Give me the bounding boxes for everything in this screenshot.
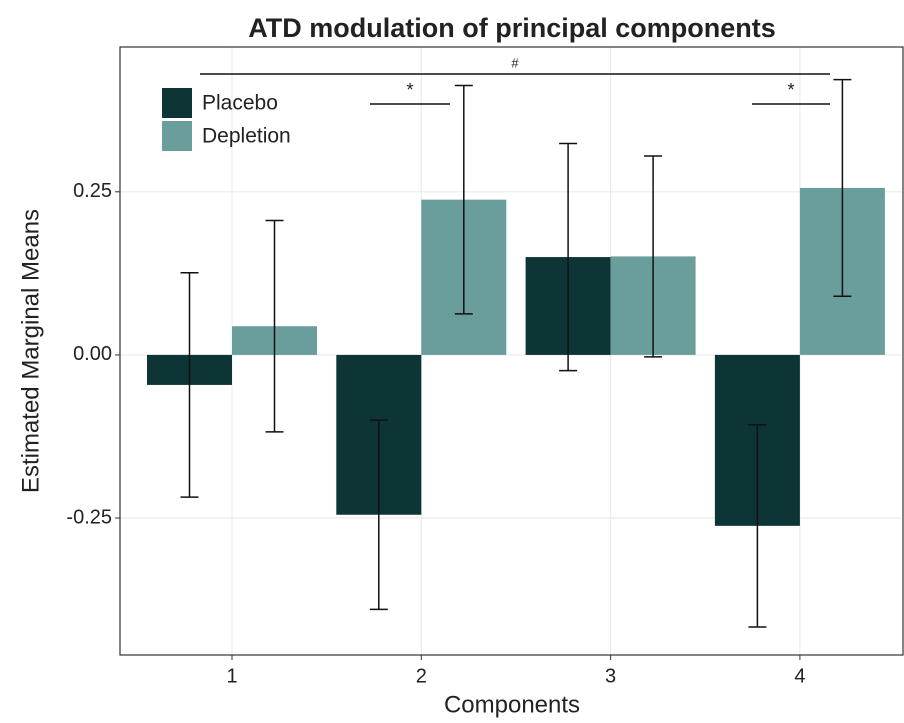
y-tick-label: 0.25	[73, 180, 112, 202]
significance-label: *	[406, 80, 413, 100]
x-tick-label: 1	[226, 665, 237, 687]
legend-label: Placebo	[202, 92, 278, 115]
y-tick-label: -0.25	[66, 506, 112, 528]
x-tick-label: 2	[416, 665, 427, 687]
significance-label: *	[787, 80, 794, 100]
x-tick-label: 4	[794, 665, 805, 687]
x-axis-label: Components	[444, 691, 580, 718]
legend-swatch	[162, 121, 192, 151]
y-tick-label: 0.00	[73, 343, 112, 365]
chart-title: ATD modulation of principal components	[248, 13, 776, 43]
x-tick-label: 3	[605, 665, 616, 687]
y-axis-label: Estimated Marginal Means	[17, 209, 44, 493]
significance-label: #	[511, 55, 519, 70]
legend-swatch	[162, 88, 192, 118]
legend-label: Depletion	[202, 125, 291, 148]
plot-border	[119, 46, 904, 656]
